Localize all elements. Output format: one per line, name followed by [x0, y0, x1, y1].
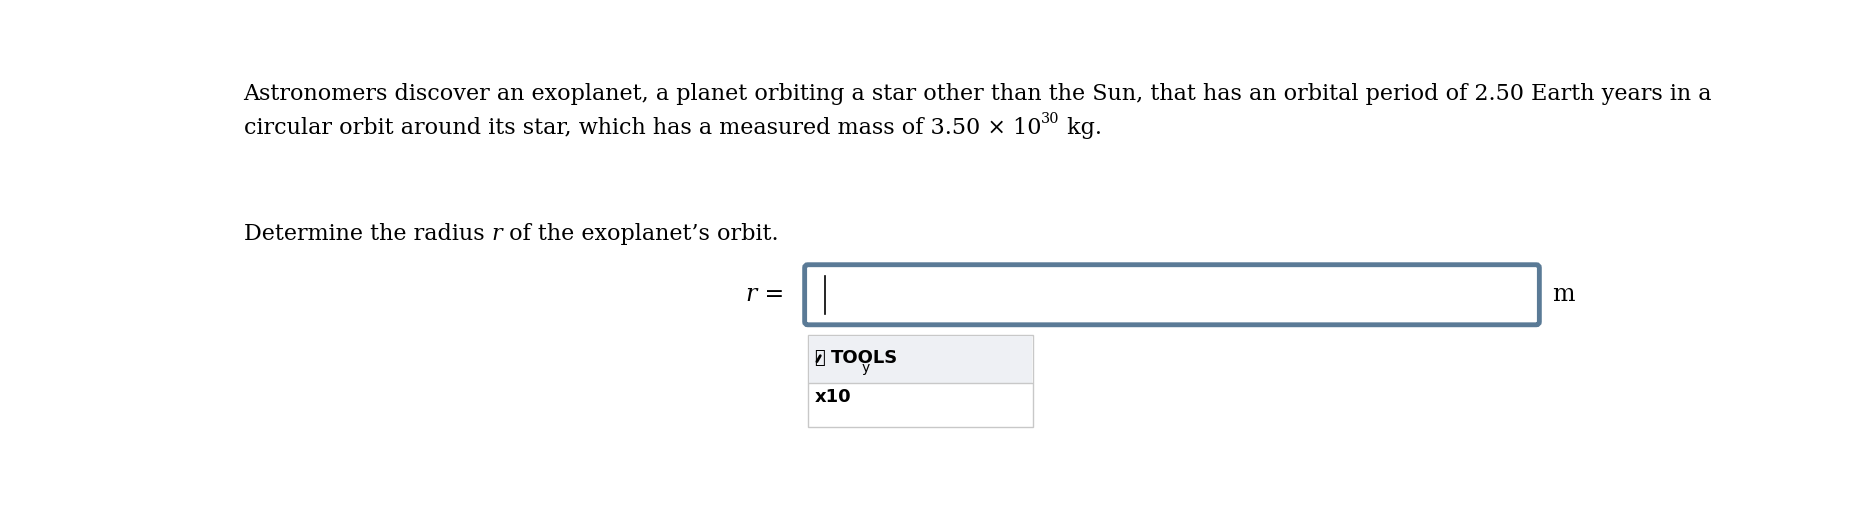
Text: circular orbit around its star, which has a measured mass of 3.50 × 10: circular orbit around its star, which ha…	[243, 117, 1041, 139]
FancyBboxPatch shape	[804, 265, 1538, 325]
Text: =: =	[757, 283, 783, 306]
Text: 30: 30	[1041, 112, 1058, 126]
Text: of the exoplanet’s orbit.: of the exoplanet’s orbit.	[502, 223, 777, 245]
Text: Determine the radius: Determine the radius	[243, 223, 491, 245]
Text: ✓: ✓	[815, 350, 830, 369]
Text: x10: x10	[815, 388, 850, 406]
Text: y: y	[862, 361, 869, 375]
Text: Astronomers discover an exoplanet, a planet orbiting a star other than the Sun, : Astronomers discover an exoplanet, a pla…	[243, 83, 1712, 105]
Text: 🔧: 🔧	[813, 349, 824, 367]
Text: r: r	[491, 223, 502, 245]
Bar	[807, 335, 1032, 383]
Text: m: m	[1551, 283, 1573, 306]
Text: kg.: kg.	[1058, 117, 1101, 139]
Bar	[807, 335, 1032, 427]
Text: r: r	[745, 283, 757, 306]
Text: TOOLS: TOOLS	[830, 349, 897, 367]
